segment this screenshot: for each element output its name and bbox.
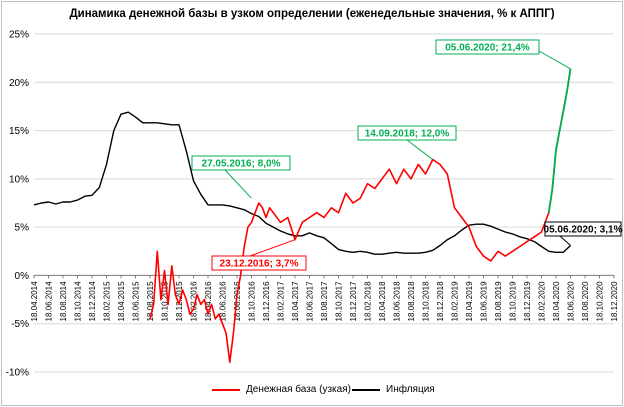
x-tick-label: 18.10.2014 <box>74 281 83 322</box>
x-tick-label: 18.02.2016 <box>190 281 199 322</box>
annotation-leader <box>538 50 571 70</box>
x-tick-label: 18.04.2019 <box>465 281 474 322</box>
legend-item-inflation: Инфляция <box>352 384 435 395</box>
annotation-leader <box>224 169 252 199</box>
legend-swatch-red <box>212 388 240 391</box>
legend-swatch-black <box>352 388 380 391</box>
annotation-leader <box>249 239 296 257</box>
legend-item-money-base: Денежная база (узкая) <box>212 384 351 395</box>
x-tick-label: 18.08.2017 <box>320 281 329 322</box>
x-tick-label: 18.12.2020 <box>610 281 619 322</box>
x-tick-label: 18.12.2019 <box>523 281 532 322</box>
x-tick-label: 18.04.2014 <box>30 281 39 322</box>
y-tick-label: -10% <box>6 368 29 379</box>
x-tick-label: 18.10.2020 <box>596 281 605 322</box>
y-tick-label: 10% <box>9 174 29 185</box>
annotation-label: 05.06.2020; 21,4% <box>445 43 530 54</box>
x-tick-label: 18.12.2017 <box>349 281 358 322</box>
y-tick-label: 25% <box>9 30 29 41</box>
annotation-box <box>544 221 622 237</box>
x-tick-label: 18.06.2018 <box>393 281 402 322</box>
y-tick-label: 20% <box>9 78 29 89</box>
x-tick-label: 18.06.2015 <box>132 281 141 322</box>
x-tick-label: 18.06.2014 <box>45 281 54 322</box>
y-axis: 25% 20% 15% 10% 5% 0% -5% -10% <box>6 30 29 379</box>
annotation-box <box>435 39 540 55</box>
annotation-leader <box>406 139 434 160</box>
series-line-money-base-highlight <box>547 68 572 213</box>
x-tick-label: 18.10.2019 <box>509 281 518 322</box>
y-tick-label: 0% <box>15 271 30 282</box>
x-tick-label: 18.08.2014 <box>59 281 68 322</box>
x-tick-label: 18.04.2015 <box>117 281 126 322</box>
y-tick-label: 5% <box>15 223 30 234</box>
x-tick-label: 18.08.2016 <box>233 281 242 322</box>
x-tick-label: 18.10.2017 <box>335 281 344 322</box>
annotation-label: 14.09.2018; 12,0% <box>365 129 450 140</box>
x-tick-label: 18.04.2018 <box>378 281 387 322</box>
series-lines <box>33 68 572 364</box>
x-tick-label: 18.10.2016 <box>248 281 257 322</box>
x-tick-label: 18.06.2016 <box>219 281 228 322</box>
x-tick-label: 18.12.2014 <box>88 281 97 322</box>
annotation-box <box>191 155 291 171</box>
x-tick-label: 18.02.2020 <box>538 281 547 322</box>
x-tick-label: 18.08.2020 <box>581 281 590 322</box>
annotation-leader <box>559 235 571 246</box>
x-axis: 18.04.2014 18.06.2014 18.08.2014 18.10.2014… <box>30 274 619 322</box>
x-tick-label: 18.02.2017 <box>277 281 286 322</box>
x-tick-label: 18.08.2015 <box>146 281 155 322</box>
x-tick-label: 18.06.2017 <box>306 281 315 322</box>
x-tick-label: 18.06.2019 <box>480 281 489 322</box>
annotation-label: 05.06.2020; 3,1% <box>544 225 623 236</box>
annotation-label: 23.12.2016; 3,7% <box>220 259 299 270</box>
x-tick-label: 18.02.2018 <box>364 281 373 322</box>
chart-title: Динамика денежной базы в узком определен… <box>69 8 555 20</box>
x-tick-label: 18.04.2017 <box>291 281 300 322</box>
annotation-box <box>211 255 307 271</box>
x-tick-label: 18.12.2018 <box>436 281 445 322</box>
x-tick-label: 18.12.2016 <box>262 281 271 322</box>
series-line-inflation <box>33 111 571 255</box>
x-tick-label: 18.02.2015 <box>103 281 112 322</box>
x-tick-label: 18.08.2018 <box>407 281 416 322</box>
legend-label: Инфляция <box>386 384 435 395</box>
annotations: 05.06.2020; 21,4% 14.09.2018; 12,0% 27.05.… <box>191 39 623 271</box>
x-tick-label: 18.02.2019 <box>451 281 460 322</box>
x-tick-label: 18.10.2015 <box>161 281 170 322</box>
annotation-box <box>357 125 457 141</box>
x-tick-label: 18.04.2020 <box>552 281 561 322</box>
legend-label: Денежная база (узкая) <box>246 384 351 395</box>
x-tick-label: 18.08.2019 <box>494 281 503 322</box>
annotation-label: 27.05.2016; 8,0% <box>202 159 281 170</box>
series-line-money-base <box>149 68 572 364</box>
y-tick-label: -5% <box>11 319 29 330</box>
y-tick-label: 15% <box>9 126 29 137</box>
x-tick-label: 18.04.2016 <box>204 281 213 322</box>
x-tick-label: 18.10.2018 <box>422 281 431 322</box>
x-tick-label: 18.06.2020 <box>567 281 576 322</box>
